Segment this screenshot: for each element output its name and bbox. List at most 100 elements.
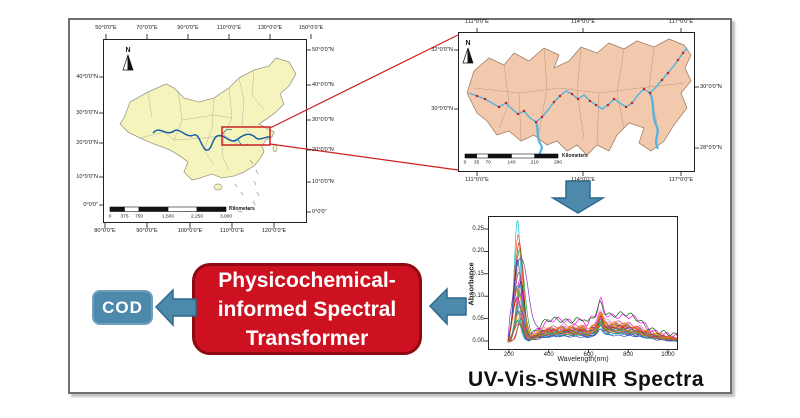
sampling-site-marker — [681, 51, 685, 55]
axis-tick-label: 10°0'0"N — [312, 179, 334, 185]
sea-dashes — [229, 159, 260, 213]
sampling-site-marker — [534, 120, 538, 124]
axis-tick-label: 120°0'0"E — [261, 228, 287, 234]
sampling-site-marker — [648, 91, 652, 95]
sampling-site-marker — [666, 71, 670, 75]
axis-tick-label: 114°0'0"E — [570, 177, 596, 183]
axis-tick-label: 110°0'0"E — [216, 25, 242, 31]
axis-tick-label: 1000 — [661, 352, 675, 358]
spectrum-line — [507, 312, 677, 342]
axis-tick-label: 80°0'0"E — [94, 228, 116, 234]
axis-tick-label: 0°0'0" — [312, 209, 327, 215]
axis-tick-label: Kilometers — [229, 206, 255, 212]
transformer-line-1: Physicochemical- — [218, 268, 396, 292]
axis-tick-label: 280 — [553, 160, 563, 166]
axis-tick-label: 111°0'0"E — [465, 177, 489, 183]
axis-tick-label: 35 — [473, 160, 480, 166]
sampling-site-marker — [630, 101, 634, 105]
transformer-line-2: informed Spectral — [217, 297, 397, 321]
spectrum-line — [507, 323, 677, 342]
axis-tick-label: 600 — [583, 352, 594, 358]
axis-tick-label: 117°0'0"E — [668, 177, 694, 183]
spectrum-line — [507, 322, 677, 343]
spectra-lines — [507, 220, 677, 343]
basin-map-panel: N — [458, 32, 695, 172]
basin-polygon — [466, 38, 692, 156]
spectrum-line — [507, 317, 677, 343]
axis-tick-label: 40°0'0"N — [312, 82, 334, 88]
china-map-panel: N — [103, 39, 307, 223]
hainan-island — [213, 183, 223, 191]
axis-tick-label: 1,500 — [161, 214, 175, 220]
sampling-site-marker — [558, 94, 562, 98]
axis-tick-label: 210 — [530, 160, 539, 166]
axis-tick-label: 0 — [463, 160, 467, 166]
sampling-site-marker — [660, 78, 664, 82]
axis-tick-label: 0.20 — [472, 248, 484, 255]
sampling-site-marker — [576, 97, 580, 101]
transformer-line-3: Transformer — [245, 326, 369, 350]
north-compass: N — [462, 40, 474, 64]
spectra-title: UV-Vis-SWNIR Spectra — [467, 368, 705, 391]
axis-tick-label: 117°0'0"E — [668, 19, 694, 25]
taiwan-island — [272, 143, 278, 153]
axis-tick-label: Kilometers — [562, 153, 588, 159]
compass-n-label: N — [125, 47, 130, 54]
axis-tick-label: 20°0'0"N — [312, 147, 334, 153]
axis-tick-label: 28°0'0"N — [700, 145, 722, 151]
axis-tick-label: 90°0'0"E — [136, 228, 158, 234]
axis-tick-label: 130°0'0"E — [257, 25, 283, 31]
axis-tick-label: 20°0'0"N — [76, 140, 98, 146]
river-lake-east — [648, 92, 660, 150]
basin-map-illustration: N — [462, 38, 692, 158]
sampling-site-marker — [504, 101, 508, 105]
axis-tick-label: 140 — [507, 160, 516, 166]
axis-tick-label: 30°0'0"N — [431, 106, 453, 112]
axis-tick-label: 111°0'0"E — [465, 19, 489, 25]
axis-tick-label: 110°0'0"E — [219, 228, 245, 234]
sampling-site-marker — [676, 58, 680, 62]
axis-tick-label: 0°0'0" — [83, 202, 98, 208]
compass-n-label: N — [465, 40, 470, 47]
axis-tick-label: 90°0'0"E — [177, 25, 199, 31]
axis-tick-label: 50°0'0"N — [312, 47, 334, 53]
axis-tick-label: 10°0'0"N — [76, 174, 98, 180]
sampling-site-marker — [612, 97, 616, 101]
axis-tick-label: 2,250 — [190, 214, 204, 220]
sampling-site-marker — [594, 103, 598, 107]
axis-tick-label: 30°0'0"N — [76, 110, 98, 116]
axis-tick-label: 0.15 — [472, 270, 484, 277]
chart-xlabel: Wavelength(nm) — [557, 356, 609, 363]
axis-tick-label: 30°0'0"N — [700, 84, 722, 90]
axis-tick-label: 375 — [120, 214, 129, 220]
sampling-site-marker — [483, 97, 487, 101]
cod-label: COD — [102, 297, 143, 317]
north-compass: N — [122, 47, 134, 71]
sampling-site-marker — [642, 87, 646, 91]
sampling-site-marker — [588, 99, 592, 103]
sampling-site-marker — [552, 100, 556, 104]
axis-tick-label: 40°0'0"N — [76, 74, 98, 80]
axis-tick-label: 100°0'0"E — [177, 228, 203, 234]
axis-tick-label: 70 — [485, 160, 491, 166]
sampling-site-marker — [516, 112, 520, 116]
axis-tick-label: 32°0'0"N — [431, 47, 453, 53]
axis-tick-label: 50°0'0"E — [95, 25, 117, 31]
basin-river — [468, 47, 688, 123]
sampling-site-marker — [522, 109, 526, 113]
axis-tick-label: 30°0'0"N — [312, 117, 334, 123]
axis-tick-label: 400 — [543, 352, 554, 358]
axis-tick-label: 750 — [134, 214, 144, 220]
river-lake-west — [534, 121, 543, 158]
sampling-site-marker — [624, 105, 628, 109]
sampling-site-marker — [570, 92, 574, 96]
sampling-site-marker — [540, 115, 544, 119]
spectrum-line — [507, 280, 677, 343]
axis-tick-label: 3,000 — [219, 214, 233, 220]
china-landmass — [119, 57, 297, 181]
axis-tick-label: 0.25 — [472, 226, 484, 232]
sampling-site-marker — [475, 94, 479, 98]
spectrum-line — [507, 220, 677, 342]
sampling-site-marker — [606, 103, 610, 107]
